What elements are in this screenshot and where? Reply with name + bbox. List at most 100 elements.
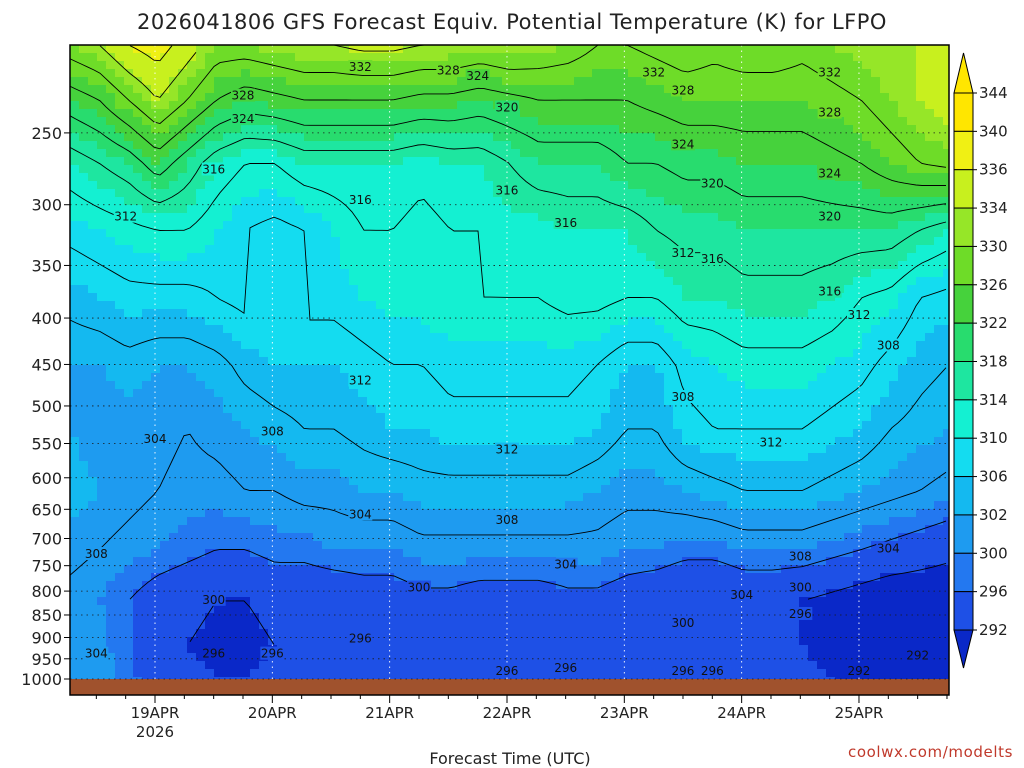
field-cell: [295, 661, 305, 670]
field-cell: [475, 413, 485, 422]
field-cell: [133, 413, 143, 422]
field-cell: [331, 221, 341, 230]
field-cell: [610, 461, 620, 470]
field-cell: [601, 69, 611, 78]
field-cell: [313, 533, 323, 542]
field-cell: [511, 461, 521, 470]
field-cell: [466, 549, 476, 558]
field-cell: [511, 421, 521, 430]
field-cell: [601, 101, 611, 110]
field-cell: [430, 485, 440, 494]
field-cell: [241, 669, 251, 678]
field-cell: [286, 661, 296, 670]
field-cell: [349, 389, 359, 398]
field-cell: [421, 269, 431, 278]
field-cell: [565, 253, 575, 262]
field-cell: [547, 293, 557, 302]
field-cell: [124, 125, 134, 134]
field-cell: [331, 125, 341, 134]
field-cell: [295, 205, 305, 214]
field-cell: [421, 149, 431, 158]
field-cell: [268, 301, 278, 310]
field-cell: [214, 269, 224, 278]
field-cell: [187, 93, 197, 102]
field-cell: [403, 133, 413, 142]
field-cell: [556, 517, 566, 526]
field-cell: [124, 413, 134, 422]
field-cell: [196, 413, 206, 422]
field-cell: [484, 413, 494, 422]
field-cell: [430, 501, 440, 510]
field-cell: [313, 165, 323, 174]
field-cell: [493, 125, 503, 134]
field-cell: [538, 669, 548, 678]
field-cell: [394, 381, 404, 390]
field-cell: [484, 477, 494, 486]
field-cell: [142, 205, 152, 214]
field-cell: [529, 445, 539, 454]
field-cell: [547, 261, 557, 270]
field-cell: [412, 277, 422, 286]
field-cell: [79, 629, 89, 638]
field-cell: [583, 53, 593, 62]
field-cell: [358, 157, 368, 166]
field-cell: [457, 629, 467, 638]
field-cell: [259, 581, 269, 590]
field-cell: [187, 541, 197, 550]
field-cell: [484, 573, 494, 582]
field-cell: [178, 333, 188, 342]
field-cell: [250, 325, 260, 334]
field-cell: [574, 605, 584, 614]
field-cell: [520, 309, 530, 318]
field-cell: [160, 653, 170, 662]
field-cell: [502, 645, 512, 654]
field-cell: [97, 133, 107, 142]
field-cell: [151, 357, 161, 366]
field-cell: [142, 373, 152, 382]
field-cell: [556, 69, 566, 78]
field-cell: [241, 621, 251, 630]
field-cell: [394, 317, 404, 326]
field-cell: [601, 517, 611, 526]
field-cell: [223, 325, 233, 334]
field-cell: [79, 197, 89, 206]
field-cell: [340, 61, 350, 70]
field-cell: [340, 469, 350, 478]
field-cell: [439, 245, 449, 254]
field-cell: [592, 669, 602, 678]
field-cell: [403, 261, 413, 270]
field-cell: [547, 565, 557, 574]
field-cell: [304, 109, 314, 118]
field-cell: [439, 213, 449, 222]
field-cell: [313, 325, 323, 334]
field-cell: [196, 605, 206, 614]
field-cell: [475, 277, 485, 286]
field-cell: [412, 557, 422, 566]
field-cell: [484, 533, 494, 542]
field-cell: [331, 69, 341, 78]
field-cell: [178, 309, 188, 318]
field-cell: [268, 349, 278, 358]
field-cell: [592, 621, 602, 630]
field-cell: [421, 189, 431, 198]
field-cell: [196, 589, 206, 598]
field-cell: [403, 541, 413, 550]
field-cell: [70, 413, 80, 422]
field-cell: [367, 461, 377, 470]
field-cell: [565, 245, 575, 254]
field-cell: [97, 125, 107, 134]
field-cell: [286, 269, 296, 278]
field-cell: [493, 549, 503, 558]
field-cell: [448, 653, 458, 662]
field-cell: [592, 325, 602, 334]
field-cell: [610, 437, 620, 446]
field-cell: [286, 613, 296, 622]
field-cell: [367, 341, 377, 350]
field-cell: [565, 53, 575, 62]
field-cell: [106, 213, 116, 222]
field-cell: [169, 397, 179, 406]
field-cell: [547, 149, 557, 158]
field-cell: [439, 197, 449, 206]
field-cell: [475, 197, 485, 206]
field-cell: [133, 533, 143, 542]
